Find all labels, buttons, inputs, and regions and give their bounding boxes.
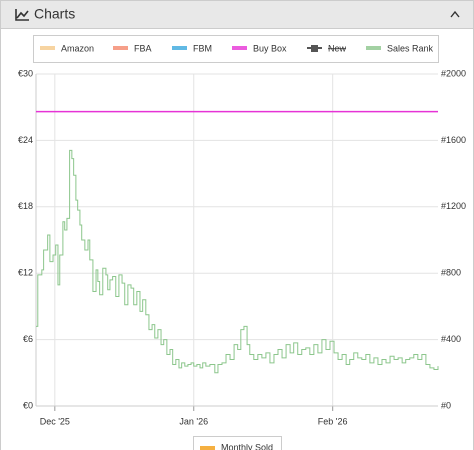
legend-swatch[interactable] [200,446,215,450]
legend-swatch[interactable] [366,46,381,50]
y2-tick-label: #400 [441,334,461,344]
legend-swatch[interactable] [232,46,247,50]
y-tick-label: €30 [18,68,33,78]
legend-label[interactable]: FBA [134,43,152,53]
y-tick-label: €6 [23,334,33,344]
legend-swatch[interactable] [311,45,318,52]
x-tick-label: Dec '25 [40,416,70,426]
legend-label[interactable]: Monthly Sold [221,442,273,450]
legend-swatch[interactable] [113,46,128,50]
x-tick-label: Jan '26 [179,416,208,426]
y-tick-label: €0 [23,400,33,410]
y-tick-label: €24 [18,135,33,145]
y-tick-label: €12 [18,268,33,278]
collapse-caret[interactable] [450,10,460,18]
y2-tick-label: #0 [441,400,451,410]
y2-tick-label: #1600 [441,135,466,145]
x-tick-label: Feb '26 [318,416,348,426]
chart-icon [15,9,29,21]
series-line [36,149,439,374]
legend-label[interactable]: New [328,43,347,53]
legend-label[interactable]: FBM [193,43,212,53]
panel-header[interactable] [0,0,474,29]
panel-title: Charts [34,6,75,22]
legend-swatch[interactable] [40,46,55,50]
y2-tick-label: #2000 [441,68,466,78]
y-tick-label: €18 [18,201,33,211]
legend-label[interactable]: Amazon [61,43,94,53]
y2-tick-label: #800 [441,268,461,278]
legend-label[interactable]: Sales Rank [387,43,434,53]
y2-tick-label: #1200 [441,201,466,211]
legend-swatch[interactable] [172,46,187,50]
legend-label[interactable]: Buy Box [253,43,287,53]
secondary-legend-box [193,436,282,450]
